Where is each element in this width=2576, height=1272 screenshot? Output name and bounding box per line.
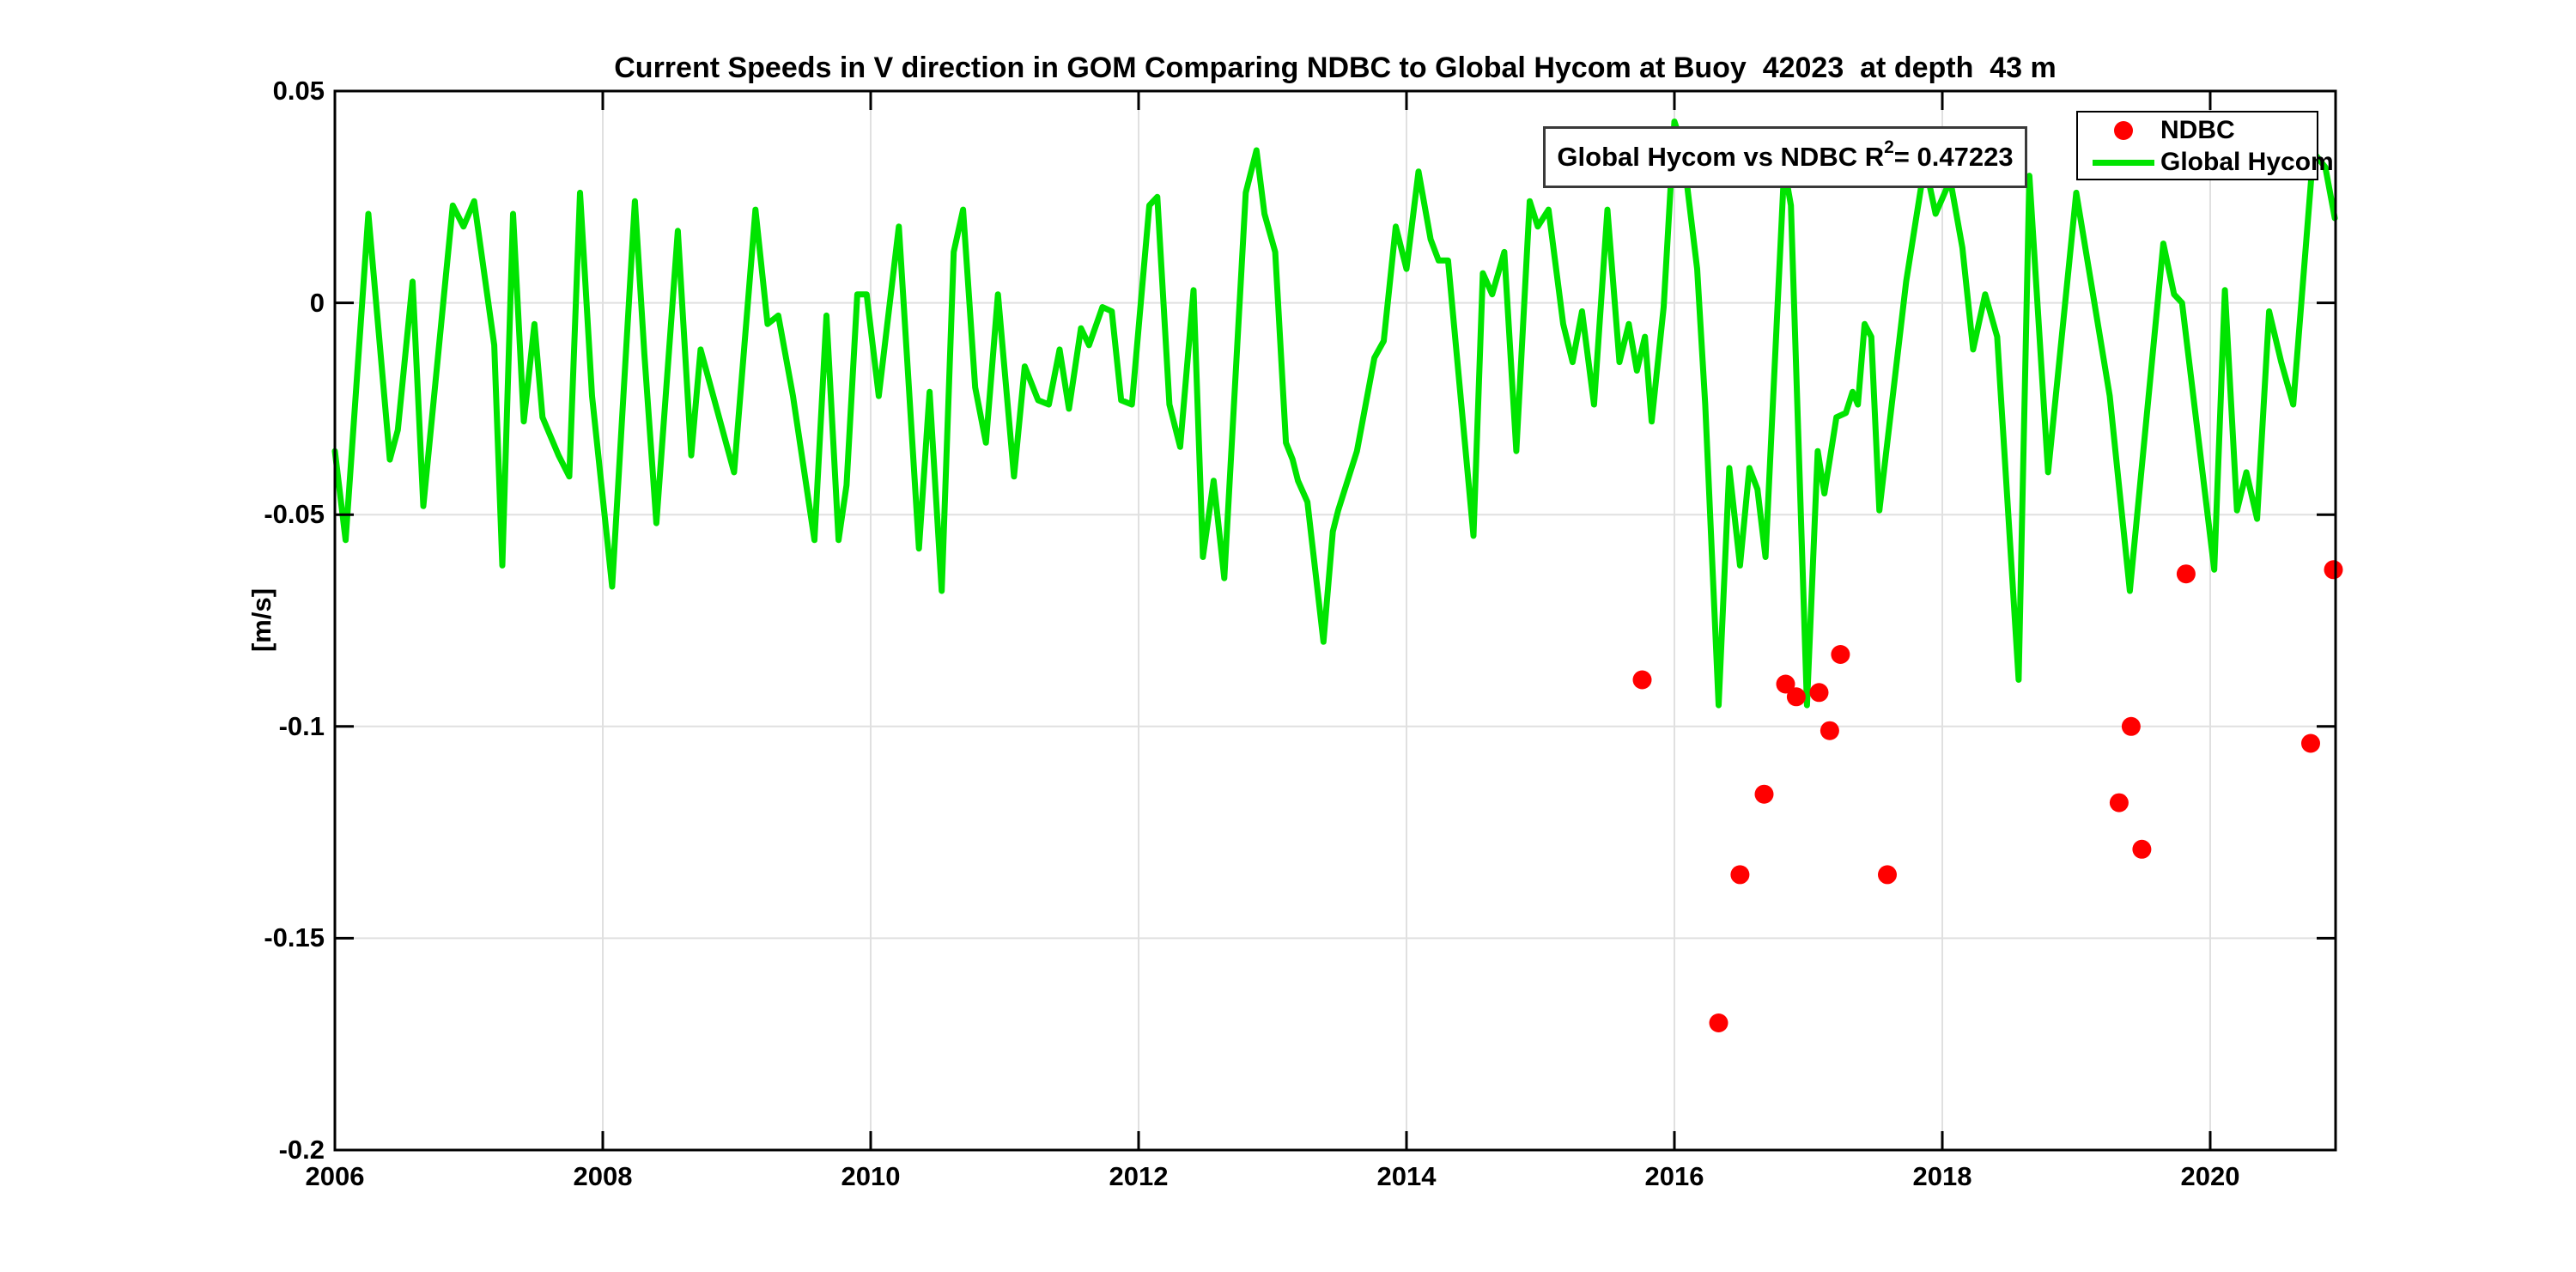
hycom-line-icon bbox=[2093, 159, 2154, 166]
x-tick-label: 2014 bbox=[1376, 1161, 1437, 1191]
legend-label-hycom: Global Hycom bbox=[2160, 148, 2334, 176]
ndbc-point bbox=[1786, 687, 1806, 707]
ndbc-dot-icon bbox=[2114, 121, 2133, 140]
y-tick-label: -0.15 bbox=[264, 922, 325, 953]
y-axis-label: [m/s] bbox=[246, 587, 276, 653]
ndbc-point bbox=[2324, 560, 2343, 580]
y-tick-label: 0 bbox=[309, 287, 325, 318]
y-tick-label: 0.05 bbox=[272, 76, 325, 106]
x-tick-label: 2012 bbox=[1109, 1161, 1169, 1191]
ndbc-point bbox=[1820, 721, 1839, 740]
legend: NDBC Global Hycom bbox=[2076, 111, 2334, 180]
ndbc-point bbox=[1632, 670, 1652, 690]
global-hycom-line bbox=[331, 119, 2338, 709]
y-tick-label: -0.05 bbox=[264, 499, 325, 530]
x-tick-label: 2016 bbox=[1644, 1161, 1704, 1191]
ndbc-point bbox=[2176, 564, 2196, 584]
y-tick-label: -0.1 bbox=[278, 710, 325, 741]
ndbc-point bbox=[1730, 865, 1750, 885]
x-tick-label: 2010 bbox=[841, 1161, 901, 1191]
ndbc-point bbox=[1809, 683, 1829, 703]
chart-title: Current Speeds in V direction in GOM Com… bbox=[614, 52, 2057, 84]
x-tick-label: 2020 bbox=[2180, 1161, 2240, 1191]
ndbc-point bbox=[1776, 674, 1795, 694]
ndbc-point bbox=[1754, 784, 1774, 804]
ndbc-point bbox=[2132, 839, 2152, 859]
r-squared-value: = 0.47223 bbox=[1893, 142, 2014, 172]
ndbc-point bbox=[1709, 1013, 1728, 1032]
ndbc-point bbox=[2301, 733, 2320, 753]
legend-item-hycom: Global Hycom bbox=[2078, 146, 2334, 179]
legend-label-ndbc: NDBC bbox=[2160, 116, 2235, 144]
ndbc-point bbox=[1831, 645, 1850, 664]
ndbc-point bbox=[2121, 716, 2141, 736]
ndbc-point bbox=[1878, 865, 1897, 885]
y-tick-label: -0.2 bbox=[278, 1135, 325, 1165]
axes-border bbox=[333, 89, 2337, 1152]
x-tick-label: 2006 bbox=[305, 1161, 365, 1191]
r-squared-text: Global Hycom vs NDBC R bbox=[1557, 142, 1885, 172]
legend-item-ndbc: NDBC bbox=[2078, 114, 2317, 147]
x-tick-label: 2018 bbox=[1912, 1161, 1972, 1191]
x-tick-label: 2008 bbox=[573, 1161, 633, 1191]
ndbc-point bbox=[2109, 793, 2129, 812]
